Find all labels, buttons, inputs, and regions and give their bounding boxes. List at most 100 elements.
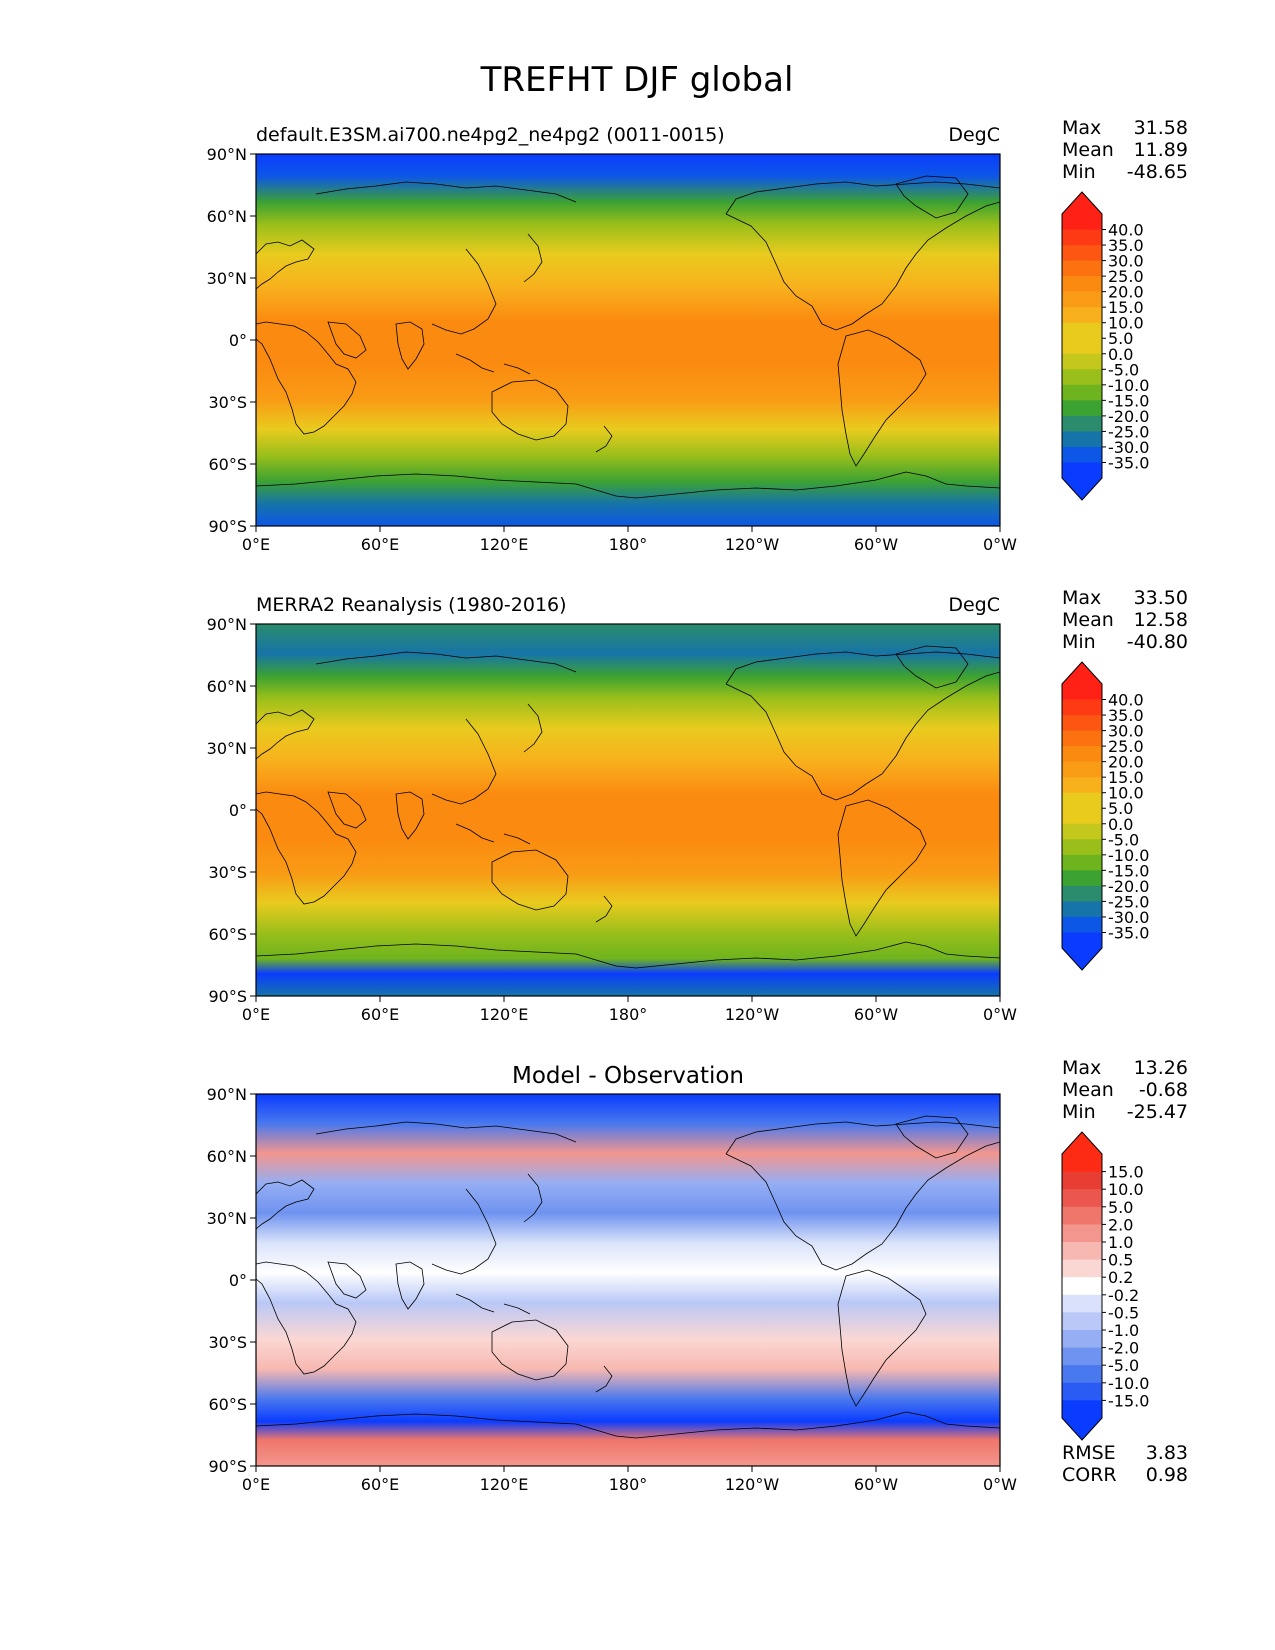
y-tick-label: 0° (229, 1271, 247, 1290)
colorbar-band (1062, 400, 1102, 417)
stat-label: Mean (1062, 1079, 1114, 1101)
map-panel: MERRA2 Reanalysis (1980-2016) DegC 90°N 60°… (207, 587, 1188, 1024)
panel-units: DegC (948, 594, 1000, 616)
stat-label: Mean (1062, 609, 1114, 631)
colorbar-tick-label: 30.0 (1108, 252, 1144, 271)
y-tick-label: 30°S (208, 393, 247, 412)
colorbar-band (1062, 1294, 1102, 1313)
x-tick-label: 0°W (983, 1005, 1017, 1024)
colorbar-band (1062, 1330, 1102, 1349)
y-tick-label: 30°N (207, 1209, 247, 1228)
y-tick-label: 90°S (208, 987, 247, 1006)
colorbar: 40.035.030.025.020.015.010.05.00.0-5.0-1… (1061, 661, 1149, 971)
colorbar-band (1062, 415, 1102, 432)
colorbar-tick-label: -5.0 (1108, 1356, 1139, 1375)
colorbar-arrow-top (1062, 662, 1102, 684)
stat-label: Max (1062, 587, 1101, 609)
x-tick-label: 120°W (725, 535, 780, 554)
colorbar-tick-label: -35.0 (1108, 453, 1149, 472)
x-tick-label: 0°E (242, 1005, 270, 1024)
colorbar-tick-label: 5.0 (1108, 1198, 1133, 1217)
map-panel: Model - Observation 90°N 60°N 30°N 0° 30°S 60°… (207, 1057, 1188, 1494)
x-tick-label: 120°E (480, 1475, 529, 1494)
stat-value: 31.58 (1134, 117, 1188, 139)
colorbar-band (1062, 431, 1102, 448)
panel-title: MERRA2 Reanalysis (1980-2016) (256, 594, 567, 616)
colorbar-band (1062, 792, 1102, 809)
colorbar-band (1062, 1259, 1102, 1278)
colorbar-band (1062, 214, 1102, 231)
colorbar-tick-label: 5.0 (1108, 799, 1133, 818)
map-field (256, 154, 1000, 526)
y-tick-label: 0° (229, 801, 247, 820)
stat-value: -40.80 (1127, 631, 1188, 653)
x-tick-label: 180° (609, 535, 648, 554)
x-tick-label: 60°W (854, 1475, 898, 1494)
colorbar: 15.010.05.02.01.00.50.2-0.2-0.5-1.0-2.0-… (1061, 1131, 1149, 1441)
colorbar-tick-label: -10.0 (1108, 846, 1149, 865)
field-fill (256, 624, 1000, 996)
colorbar-band (1062, 338, 1102, 355)
panel-title: default.E3SM.ai700.ne4pg2_ne4pg2 (0011-0… (256, 124, 725, 146)
colorbar-band (1062, 462, 1102, 479)
colorbar-tick-label: 0.2 (1108, 1268, 1133, 1287)
colorbar-band (1062, 1171, 1102, 1190)
map-field (256, 1094, 1000, 1466)
colorbar: 40.035.030.025.020.015.010.05.00.0-5.0-1… (1061, 191, 1149, 501)
y-tick-label: 60°N (207, 1147, 247, 1166)
colorbar-tick-label: -25.0 (1108, 422, 1149, 441)
colorbar-tick-label: -15.0 (1108, 391, 1149, 410)
figure-title: TREFHT DJF global (480, 60, 794, 100)
colorbar-arrow-top (1062, 1132, 1102, 1154)
stat-value: -0.68 (1139, 1079, 1188, 1101)
colorbar-tick-label: -20.0 (1108, 877, 1149, 896)
colorbar-band (1062, 808, 1102, 825)
colorbar-band (1062, 446, 1102, 463)
colorbar-band (1062, 699, 1102, 716)
colorbar-band (1062, 823, 1102, 840)
x-tick-label: 0°W (983, 535, 1017, 554)
y-tick-label: 30°N (207, 739, 247, 758)
stat-value: 13.26 (1134, 1057, 1188, 1079)
footer-stat-value: 0.98 (1146, 1464, 1188, 1486)
colorbar-band (1062, 746, 1102, 763)
colorbar-tick-label: -30.0 (1108, 908, 1149, 927)
y-tick-label: 90°S (208, 1457, 247, 1476)
colorbar-band (1062, 839, 1102, 856)
colorbar-tick-label: 25.0 (1108, 267, 1144, 286)
colorbar-arrow-bottom (1062, 478, 1102, 500)
stat-value: 11.89 (1134, 139, 1188, 161)
stat-value: 33.50 (1134, 587, 1188, 609)
x-tick-label: 120°E (480, 535, 529, 554)
x-tick-label: 60°E (361, 1475, 399, 1494)
field-fill (256, 1094, 1000, 1466)
colorbar-tick-label: 20.0 (1108, 283, 1144, 302)
colorbar-band (1062, 761, 1102, 778)
colorbar-band (1062, 854, 1102, 871)
colorbar-band (1062, 369, 1102, 386)
footer-stat-label: CORR (1062, 1464, 1117, 1486)
colorbar-band (1062, 307, 1102, 324)
colorbar-tick-label: 40.0 (1108, 221, 1144, 240)
colorbar-outline (1061, 661, 1103, 971)
y-tick-label: 30°S (208, 1333, 247, 1352)
y-tick-label: 60°S (208, 925, 247, 944)
colorbar-tick-label: 10.0 (1108, 784, 1144, 803)
stat-value: 12.58 (1134, 609, 1188, 631)
map-field (256, 624, 1000, 996)
colorbar-tick-label: -10.0 (1108, 376, 1149, 395)
colorbar-band (1062, 885, 1102, 902)
stat-label: Min (1062, 1101, 1096, 1123)
y-tick-label: 60°N (207, 677, 247, 696)
x-tick-label: 60°W (854, 535, 898, 554)
colorbar-tick-label: 10.0 (1108, 1180, 1144, 1199)
stat-label: Max (1062, 117, 1101, 139)
stat-value: -25.47 (1127, 1101, 1188, 1123)
y-tick-label: 60°N (207, 207, 247, 226)
colorbar-tick-label: 2.0 (1108, 1215, 1133, 1234)
colorbar-outline (1061, 1131, 1103, 1441)
colorbar-tick-label: -20.0 (1108, 407, 1149, 426)
colorbar-tick-label: -10.0 (1108, 1374, 1149, 1393)
colorbar-arrow-bottom (1062, 1418, 1102, 1440)
